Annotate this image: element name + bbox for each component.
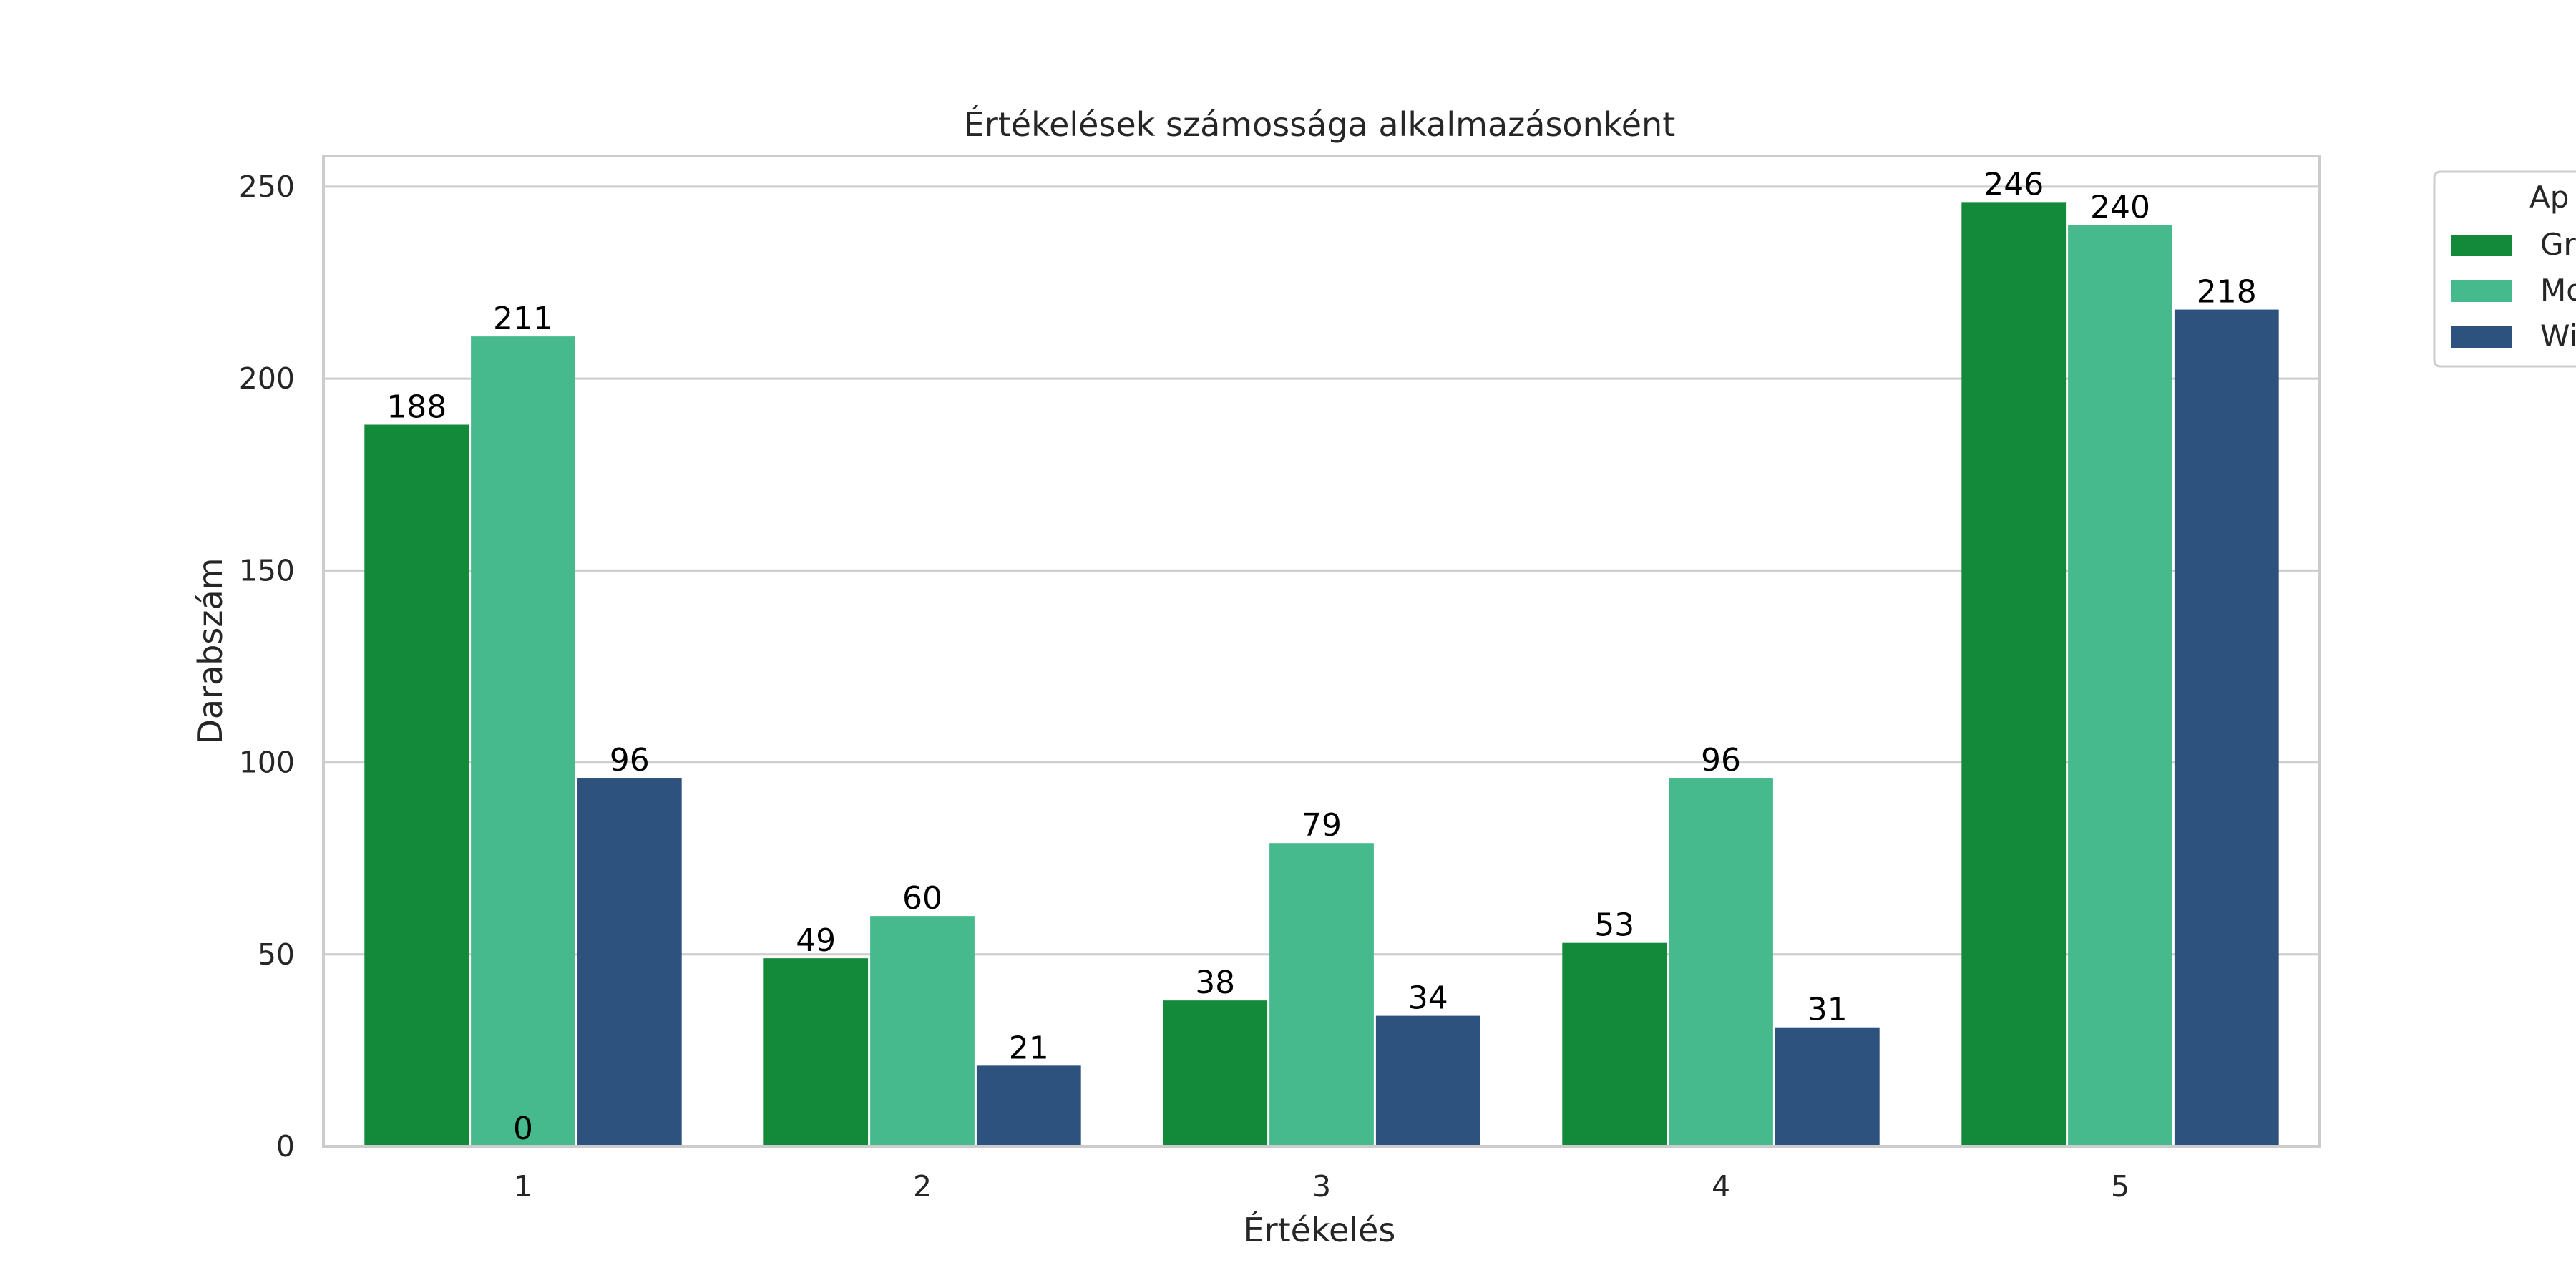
data-label: 246	[1984, 166, 2044, 203]
plot-frame	[322, 155, 2321, 1148]
bar	[364, 424, 469, 1146]
legend-swatch	[2451, 326, 2512, 348]
y-tick-label: 50	[258, 937, 295, 972]
bar	[2068, 225, 2172, 1147]
bar	[1269, 843, 1374, 1146]
data-label: 49	[796, 922, 836, 959]
bar	[976, 1065, 1081, 1146]
y-axis-label: Darabszám	[191, 557, 230, 744]
x-axis-label: Értékelés	[1244, 1211, 1396, 1249]
y-tick-label: 200	[239, 361, 295, 396]
x-tick-label: 4	[1712, 1169, 1730, 1204]
data-label: 31	[1807, 992, 1848, 1028]
legend-entry: Gr	[2540, 227, 2576, 262]
data-label: 240	[2090, 190, 2150, 226]
data-label: 96	[610, 742, 650, 779]
bar	[1961, 202, 2067, 1147]
legend-swatch	[2451, 280, 2512, 302]
data-label: 211	[493, 301, 553, 337]
y-tick-label: 150	[239, 553, 295, 587]
legend-entry: Mo	[2540, 273, 2576, 308]
data-label: 188	[386, 389, 447, 426]
bar	[2174, 309, 2279, 1147]
y-axis-ticks: 0 50 100 150 200 250	[239, 170, 295, 1163]
bar	[577, 778, 682, 1146]
data-label: 60	[902, 880, 942, 917]
bar	[1562, 942, 1667, 1146]
legend-frame	[2433, 170, 2576, 368]
bar	[1775, 1027, 1880, 1146]
bars	[364, 202, 2279, 1147]
y-tick-label: 0	[276, 1129, 295, 1163]
x-tick-label: 2	[913, 1169, 932, 1204]
legend-title: Ap	[2529, 180, 2569, 215]
bar	[1163, 1000, 1268, 1146]
bar	[471, 336, 575, 1146]
x-tick-label: 1	[514, 1169, 532, 1204]
data-label: 34	[1408, 980, 1448, 1017]
data-label: 218	[2197, 274, 2257, 311]
legend-swatch	[2451, 235, 2512, 256]
data-label: 0	[513, 1111, 533, 1147]
bar	[1669, 778, 1773, 1146]
x-tick-label: 5	[2111, 1169, 2129, 1204]
data-label: 53	[1594, 907, 1634, 944]
data-label: 96	[1701, 742, 1741, 779]
legend-entry: Wi	[2540, 318, 2576, 353]
data-label: 79	[1302, 807, 1342, 844]
data-label: 38	[1195, 965, 1235, 1001]
x-tick-label: 3	[1312, 1169, 1331, 1204]
data-label: 21	[1009, 1030, 1049, 1066]
bar	[1375, 1015, 1480, 1146]
y-tick-label: 100	[239, 746, 295, 780]
chart-title: Értékelések számossága alkalmazásonként	[964, 105, 1675, 144]
bar	[870, 916, 975, 1146]
data-labels: 188 211 96 49 60 21 38 79 34 53 96 31 246 240 218 0	[386, 166, 2257, 1147]
bar	[763, 958, 869, 1146]
legend: Ap Gr Mo Wi	[2433, 170, 2576, 368]
y-tick-label: 250	[239, 170, 295, 204]
x-axis-ticks: 1 2 3 4 5	[514, 1169, 2129, 1204]
